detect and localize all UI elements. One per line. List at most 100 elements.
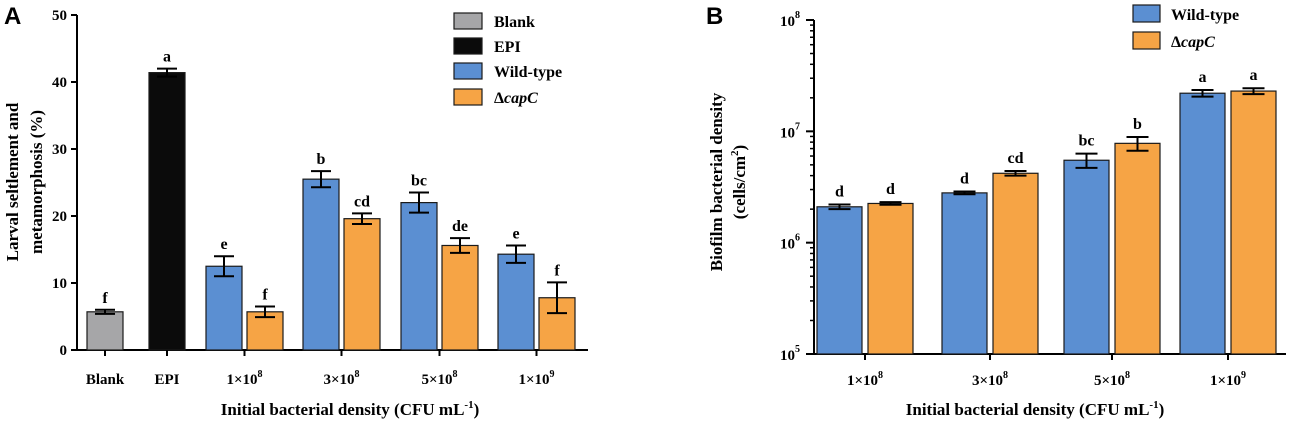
panel-b-category-label-mant: 5×10 (1094, 373, 1125, 389)
panel-b-category-label: 5×108 (1094, 370, 1130, 389)
panel-a: A Larval seltlement and metamorphosis (%… (3, 3, 588, 419)
panel-b-category-label-mant: 3×10 (972, 373, 1003, 389)
panel-a-sig-label: cd (354, 193, 370, 210)
panel-a-legend-swatch (453, 12, 483, 30)
panel-a-bar-wildtype (205, 265, 243, 351)
panel-a-category-label-text: Blank (86, 372, 125, 388)
panel-a-bar-wildtype (497, 253, 535, 351)
panel-b-bar-wildtype (1179, 92, 1226, 355)
panel-b-ytick-base: 10 (780, 348, 795, 364)
panel-a-category-label: Blank (86, 372, 125, 388)
panel-a-sig-label: bc (411, 173, 427, 190)
panel-a-ylabel-line1: Larval seltlement and (3, 102, 22, 261)
panel-a-category-label-text: EPI (154, 372, 179, 388)
panel-a-xlabel-close: ) (474, 400, 480, 419)
panel-b-category-label-mant: 1×10 (1210, 373, 1241, 389)
panel-a-sig-label: f (102, 290, 108, 307)
panel-b-legend-label: Wild-type (1171, 7, 1239, 24)
panel-b-legend-label-italic: capC (1181, 34, 1215, 51)
panel-b-ytick-exp: 8 (795, 10, 800, 21)
panel-b-ytick-exp: 5 (795, 344, 800, 355)
panel-a-category-label-sup: 8 (258, 369, 263, 380)
panel-b-category-label-sup: 9 (1241, 370, 1246, 381)
panel-a-ylabel-line2: metamorphosis (%) (27, 110, 46, 254)
panel-a-bar-capc (441, 244, 479, 351)
panel-a-ytick-label: 50 (52, 8, 67, 24)
panel-b-legend-label-prefix: Δ (1171, 34, 1181, 51)
panel-a-sig-label: e (220, 236, 227, 253)
panel-a-legend-label-text: Blank (494, 14, 535, 31)
panel-a-category-label: 3×108 (323, 369, 359, 388)
panel-b-legend-swatch (1132, 4, 1161, 23)
panel-a-sig-label: b (317, 151, 326, 168)
panel-a-category-label-mant: 3×10 (323, 372, 354, 388)
panel-a-sig-label: e (512, 225, 519, 242)
panel-a-bar-capc (343, 218, 381, 351)
panel-a-category-label: 1×109 (518, 369, 554, 388)
panel-b-category-label: 3×108 (972, 370, 1008, 389)
panel-a-category-label: EPI (154, 372, 179, 388)
panel-b-sig-label: cd (1008, 150, 1024, 167)
panel-b-ytick-base: 10 (780, 14, 795, 30)
panel-a-bar-wildtype (400, 202, 438, 351)
panel-b-sig-label: a (1199, 69, 1207, 86)
panel-b-category-label-sup: 8 (1003, 370, 1008, 381)
panel-b-ylabel-line2: (cells/cm2) (729, 145, 749, 219)
panel-b-sig-label: b (1133, 116, 1142, 133)
panel-b-ytick-base: 10 (780, 237, 795, 253)
panel-a-legend-label: EPI (494, 39, 521, 56)
panel-a-letter: A (4, 3, 21, 30)
panel-b-bar-capc (867, 202, 914, 355)
panel-b-xlabel-sup: -1 (1149, 399, 1158, 411)
panel-b-bar-capc (1230, 90, 1277, 355)
panel-a-xlabel-sup: -1 (464, 399, 473, 411)
panel-a-xlabel: Initial bacterial density (CFU mL-1) (221, 399, 480, 419)
panel-b-xlabel-close: ) (1159, 400, 1165, 419)
panel-a-legend-label-italic: capC (504, 90, 538, 107)
panel-b-category-label: 1×109 (1210, 370, 1246, 389)
panel-a-legend-label-prefix: Δ (494, 90, 504, 107)
panel-a-ytick-label: 20 (52, 209, 67, 225)
panel-a-xlabel-text: Initial bacterial density (CFU mL (221, 400, 465, 419)
panel-a-legend-label: Blank (494, 14, 535, 31)
panel-a-legend-label-text: EPI (494, 39, 521, 56)
panel-b-ytick-exp: 7 (795, 121, 800, 132)
panel-b-ytick-label: 105 (780, 344, 800, 364)
panel-b-xlabel-text: Initial bacterial density (CFU mL (906, 400, 1150, 419)
panel-b-category-label-sup: 8 (878, 370, 883, 381)
panel-b-ytick-base: 10 (780, 125, 795, 141)
panel-b-sig-label: d (835, 184, 844, 201)
panel-b-bar-capc (1114, 142, 1161, 355)
panel-b-bar-wildtype (816, 206, 863, 355)
panel-a-legend-swatch (453, 37, 483, 55)
panel-a-category-label: 1×108 (226, 369, 262, 388)
panel-b-category-label: 1×108 (847, 370, 883, 389)
panel-a-sig-label: f (554, 262, 560, 279)
panel-a-category-label-sup: 9 (550, 369, 555, 380)
panel-b-ytick-label: 107 (780, 121, 800, 141)
panel-a-ytick-label: 40 (52, 75, 67, 91)
panel-a-legend-label: Wild-type (494, 64, 562, 81)
panel-a-sig-label: a (163, 49, 171, 66)
panel-b-ytick-label: 108 (780, 10, 800, 30)
panel-b-bar-wildtype (941, 192, 988, 355)
panel-a-category-label: 5×108 (421, 369, 457, 388)
panel-a-ytick-label: 30 (52, 142, 67, 158)
panel-a-legend-label: ΔcapC (494, 90, 538, 107)
panel-b-legend-label-text: Wild-type (1171, 7, 1239, 24)
panel-a-legend-label-text: Wild-type (494, 64, 562, 81)
panel-b-letter: B (706, 3, 723, 30)
panel-b-ylabel-line1: Biofilm bacterial density (707, 92, 726, 271)
panel-b-xlabel: Initial bacterial density (CFU mL-1) (906, 399, 1165, 419)
panel-a-ytick-label: 0 (60, 343, 68, 359)
panel-b-sig-label: d (886, 181, 895, 198)
panel-a-legend-swatch (453, 88, 483, 106)
panel-a-bar-epi (148, 72, 186, 351)
panel-a-bar-blank (86, 311, 124, 351)
panel-a-category-label-mant: 5×10 (421, 372, 452, 388)
panel-b-legend-swatch (1132, 31, 1161, 50)
panel-a-legend-swatch (453, 62, 483, 80)
panel-b: B Biofilm bacterial density (cells/cm2) … (706, 3, 1286, 419)
panel-a-bar-wildtype (302, 178, 340, 351)
